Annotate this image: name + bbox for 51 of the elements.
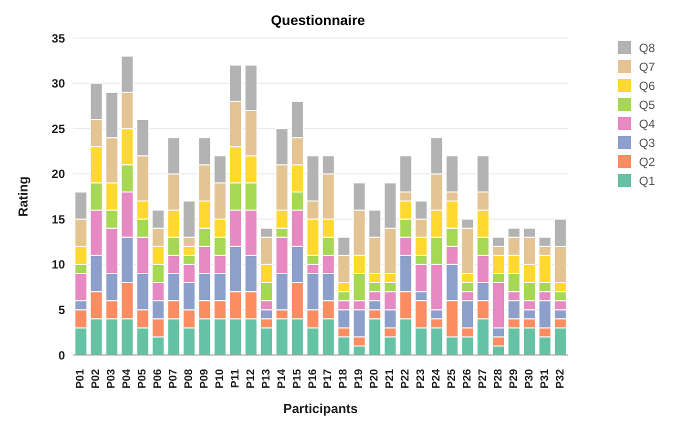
legend-label: Q7 xyxy=(639,60,656,74)
legend-label: Q5 xyxy=(639,98,656,112)
x-tick-label: P26 xyxy=(461,369,474,389)
x-tick-label: P21 xyxy=(384,369,396,389)
x-tick-label: P22 xyxy=(400,369,412,389)
y-tick-label: 15 xyxy=(52,212,66,226)
x-tick-label: P17 xyxy=(322,369,334,389)
x-tick-label: P10 xyxy=(214,369,226,389)
y-tick-label: 0 xyxy=(58,348,66,362)
legend-label: Q2 xyxy=(639,154,656,168)
x-tick-label: P02 xyxy=(90,369,102,389)
x-tick-label: P16 xyxy=(306,369,319,389)
y-tick-label: 5 xyxy=(58,302,66,317)
legend-label: Q1 xyxy=(639,174,656,188)
x-tick-label: P15 xyxy=(291,369,304,389)
chart-title: Questionnaire xyxy=(270,12,366,28)
x-tick-label: P27 xyxy=(476,369,489,389)
x-tick-label: P04 xyxy=(121,368,134,389)
x-tick-label: P01 xyxy=(74,369,87,389)
x-tick-label: P03 xyxy=(106,369,118,389)
legend-label: Q8 xyxy=(639,40,656,54)
y-tick-label: 10 xyxy=(52,258,66,272)
y-tick-label: 20 xyxy=(52,167,66,182)
y-tick-label: 30 xyxy=(52,76,66,91)
x-tick-label: P29 xyxy=(508,369,520,389)
legend-label: Q3 xyxy=(639,136,656,150)
x-tick-label: P32 xyxy=(554,369,566,389)
x-tick-label: P13 xyxy=(260,369,272,389)
x-tick-label: P18 xyxy=(338,369,350,389)
y-tick-label: 35 xyxy=(52,31,66,46)
x-tick-label: P20 xyxy=(368,369,381,389)
x-axis-title: Participants xyxy=(283,401,358,416)
x-tick-label: P12 xyxy=(244,369,257,389)
x-tick-label: P30 xyxy=(523,369,536,389)
x-tick-label: P24 xyxy=(430,368,443,389)
y-tick-label: 25 xyxy=(52,122,66,136)
legend-label: Q4 xyxy=(639,116,656,130)
x-tick-label: P07 xyxy=(168,369,180,389)
x-tick-label: P28 xyxy=(492,369,504,389)
legend-label: Q6 xyxy=(639,78,656,92)
x-tick-label: P09 xyxy=(198,369,210,389)
x-tick-label: P08 xyxy=(183,369,196,389)
x-tick-label: P06 xyxy=(152,369,164,389)
x-tick-label: P14 xyxy=(276,368,288,389)
y-axis-title: Rating xyxy=(16,176,31,217)
x-tick-label: P11 xyxy=(229,369,242,388)
x-tick-label: P31 xyxy=(538,369,551,389)
x-tick-label: P25 xyxy=(446,369,458,389)
x-tick-label: P05 xyxy=(136,369,149,389)
x-tick-label: P19 xyxy=(353,369,366,389)
x-tick-label: P23 xyxy=(415,369,428,389)
